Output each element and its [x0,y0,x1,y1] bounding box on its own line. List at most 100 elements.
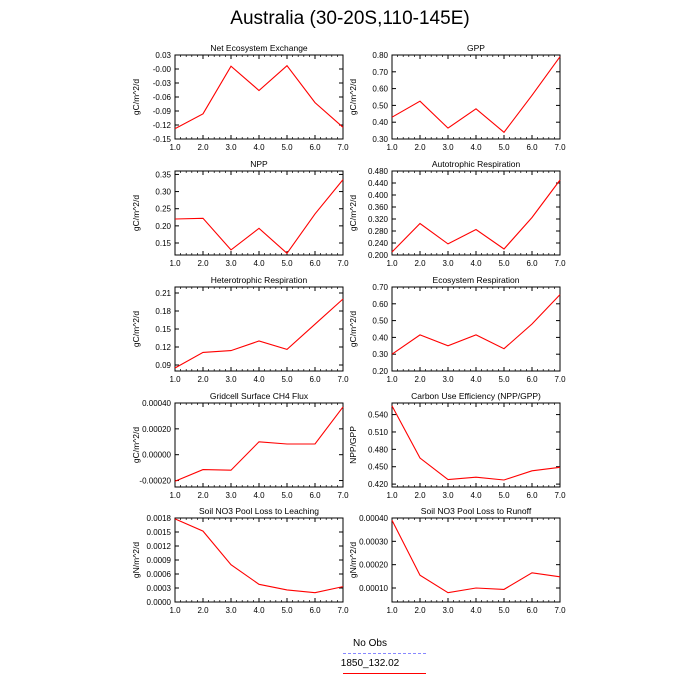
panel-2-xtick-label-3: 4.0 [253,259,265,268]
panel-3-xtick-label-6: 7.0 [554,259,566,268]
panel-8-ylabel: gN/m^2/d [131,542,141,578]
panel-1-ytick-label-1: 0.70 [372,68,388,77]
legend-label-no-obs: No Obs [353,638,387,649]
panel-5-ytick-label-4: 0.30 [372,350,388,359]
panel-2-frame [174,170,344,256]
panel-8-frame [174,517,344,603]
panel-8-xtick-label-0: 1.0 [169,606,181,615]
panel-6-xtick-label-6: 7.0 [337,491,349,500]
panel-9-ytick-label-3: 0.00010 [359,584,388,593]
panel-2-xtick-label-6: 7.0 [337,259,349,268]
figure-title: Australia (30-20S,110-145E) [230,8,470,29]
panel-3-xtick-label-3: 4.0 [470,259,482,268]
panel-5-ylabel: gC/m^2/d [348,311,358,347]
panel-3-xtick-label-1: 2.0 [414,259,426,268]
panel-5-frame [391,286,561,372]
legend-label-model: 1850_132.02 [340,658,400,669]
panel-1-xtick-label-3: 4.0 [470,143,482,152]
panel-4-series-line-0 [174,298,344,369]
panel-1-ytick-label-5: 0.30 [372,135,388,144]
panel-3-ytick-label-2: 0.400 [368,191,389,200]
panel-9-xtick-label-0: 1.0 [386,606,398,615]
panel-3-ylabel: gC/m^2/d [348,195,358,231]
panel-7-xtick-label-1: 2.0 [414,491,426,500]
panel-6-frame [174,402,344,488]
panel-8-xtick-label-6: 7.0 [337,606,349,615]
panel-8-ytick-label-3: 0.0009 [147,556,172,565]
panel-9-xtick-label-5: 6.0 [526,606,538,615]
panel-4-ylabel: gC/m^2/d [131,311,141,347]
panel-7-xtick-label-4: 5.0 [498,491,510,500]
panel-3-xtick-label-0: 1.0 [386,259,398,268]
panel-7-ylabel: NPP/GPP [348,426,358,464]
panel-1-xtick-label-0: 1.0 [386,143,398,152]
panel-8-ytick-label-4: 0.0006 [147,570,172,579]
panel-4-title: Heterotrophic Respiration [211,275,308,285]
panel-9-frame [391,517,561,603]
panel-8-xtick-label-1: 2.0 [197,606,209,615]
panel-8-xtick-label-5: 6.0 [309,606,321,615]
panel-2-ytick-label-3: 0.20 [155,222,171,231]
panel-2-title: NPP [250,159,268,169]
panel-3-ytick-label-1: 0.440 [368,179,389,188]
panel-0-title: Net Ecosystem Exchange [210,43,308,53]
panel-6-xtick-label-4: 5.0 [281,491,293,500]
panel-4-xtick-label-5: 6.0 [309,375,321,384]
panel-1-ytick-label-4: 0.40 [372,118,388,127]
panel-8-ytick-label-1: 0.0015 [147,528,172,537]
panel-2-ytick-label-4: 0.15 [155,239,171,248]
panel-6-series-line-0 [174,406,344,482]
panel-4-xtick-label-0: 1.0 [169,375,181,384]
panel-6-ytick-label-0: 0.00040 [142,399,171,408]
panel-2-xtick-label-0: 1.0 [169,259,181,268]
panel-5-ytick-label-0: 0.70 [372,283,388,292]
panel-6-ylabel: gC/m^2/d [131,427,141,463]
panel-0-xtick-label-5: 6.0 [309,143,321,152]
panel-6-ytick-label-2: 0.00000 [142,451,171,460]
panel-0-series-line-0 [174,64,344,130]
panel-8-ytick-label-0: 0.0018 [147,514,172,523]
panel-7-xtick-label-2: 3.0 [442,491,454,500]
panel-5-xtick-label-3: 4.0 [470,375,482,384]
panel-0-ytick-label-0: 0.03 [155,51,171,60]
panel-0-ytick-label-6: -0.15 [153,135,172,144]
legend-line-no-obs [343,653,426,654]
panel-0-ylabel: gC/m^2/d [131,79,141,115]
panel-4-ytick-label-0: 0.21 [155,289,171,298]
panel-3-xtick-label-5: 6.0 [526,259,538,268]
panel-2-ytick-label-1: 0.30 [155,188,171,197]
panel-6-ytick-label-1: 0.00020 [142,425,171,434]
panel-2-ytick-label-0: 0.35 [155,170,171,179]
panel-7-ytick-label-3: 0.450 [368,463,389,472]
panel-5-xtick-label-4: 5.0 [498,375,510,384]
panel-3-ytick-label-5: 0.280 [368,227,389,236]
panel-3-ytick-label-6: 0.240 [368,239,389,248]
panel-6-xtick-label-5: 6.0 [309,491,321,500]
panel-1-xtick-label-5: 6.0 [526,143,538,152]
panel-7-ytick-label-2: 0.480 [368,445,389,454]
panel-9-ytick-label-0: 0.00040 [359,514,388,523]
panel-3-xtick-label-2: 3.0 [442,259,454,268]
panel-4-xtick-label-2: 3.0 [225,375,237,384]
panel-5-xtick-label-2: 3.0 [442,375,454,384]
panel-6-xtick-label-2: 3.0 [225,491,237,500]
panel-7-frame [391,402,561,488]
panel-5-title: Ecosystem Respiration [433,275,520,285]
panel-3-ytick-label-0: 0.480 [368,167,389,176]
panel-0-ytick-label-5: -0.12 [153,121,172,130]
panel-8-ytick-label-6: 0.0000 [147,598,172,607]
panel-3-ytick-label-4: 0.320 [368,215,389,224]
panel-7-xtick-label-6: 7.0 [554,491,566,500]
panel-9-ytick-label-1: 0.00030 [359,537,388,546]
panel-1-ytick-label-0: 0.80 [372,51,388,60]
panel-0-xtick-label-0: 1.0 [169,143,181,152]
panel-1-frame [391,54,561,140]
panel-0-ytick-label-4: -0.09 [153,107,172,116]
panel-0-xtick-label-1: 2.0 [197,143,209,152]
panel-8-xtick-label-4: 5.0 [281,606,293,615]
panel-7-xtick-label-5: 6.0 [526,491,538,500]
panel-6-xtick-label-0: 1.0 [169,491,181,500]
panel-6-xtick-label-3: 4.0 [253,491,265,500]
panel-9-xtick-label-2: 3.0 [442,606,454,615]
